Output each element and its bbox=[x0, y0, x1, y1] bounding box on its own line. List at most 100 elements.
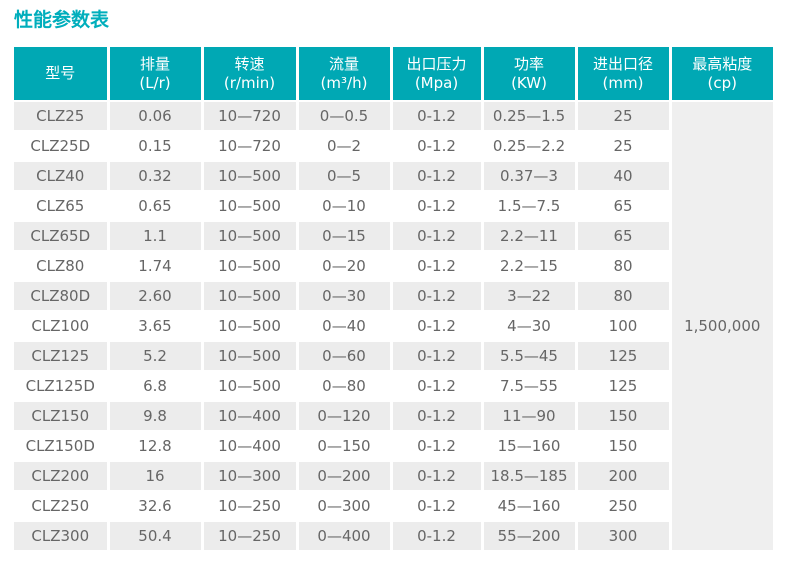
cell-power: 1.5—7.5 bbox=[482, 191, 578, 222]
column-header-power: 功率 (KW) bbox=[482, 47, 578, 102]
cell-flow: 0—200 bbox=[297, 461, 393, 492]
cell-power: 2.2—11 bbox=[482, 221, 578, 252]
cell-outlet-pressure: 0-1.2 bbox=[391, 341, 484, 372]
cell-displacement: 0.65 bbox=[108, 191, 204, 222]
column-header-displacement: 排量 (L/r) bbox=[108, 47, 204, 102]
cell-displacement: 50.4 bbox=[108, 521, 204, 552]
cell-flow: 0—10 bbox=[297, 191, 393, 222]
cell-displacement: 3.65 bbox=[108, 311, 204, 342]
cell-port-diameter: 150 bbox=[576, 431, 672, 462]
column-header-unit: (r/min) bbox=[223, 73, 276, 92]
table-row-clz80d: CLZ80D 2.60 10—500 0—30 0-1.2 3—22 80 bbox=[14, 281, 773, 312]
table-row-clz25d: CLZ25D 0.15 10—720 0—2 0-1.2 0.25—2.2 25 bbox=[14, 131, 773, 162]
cell-model: CLZ65D bbox=[14, 221, 110, 252]
cell-power: 2.2—15 bbox=[482, 251, 578, 282]
cell-model: CLZ125D bbox=[14, 371, 110, 402]
cell-outlet-pressure: 0-1.2 bbox=[391, 461, 484, 492]
cell-flow: 0—60 bbox=[297, 341, 393, 372]
cell-speed: 10—500 bbox=[202, 371, 299, 402]
cell-displacement: 9.8 bbox=[108, 401, 204, 432]
cell-flow: 0—5 bbox=[297, 161, 393, 192]
cell-displacement: 1.74 bbox=[108, 251, 204, 282]
column-header-max-viscosity: 最高粘度 (cp) bbox=[670, 47, 773, 102]
cell-speed: 10—500 bbox=[202, 191, 299, 222]
cell-outlet-pressure: 0-1.2 bbox=[391, 371, 484, 402]
column-header-unit: (cp) bbox=[707, 73, 737, 92]
cell-displacement: 0.15 bbox=[108, 131, 204, 162]
table-header-row: 型号 排量 (L/r) 转速 (r/min) 流量 (m³/h) 出口压力 (Mpa) 功率 (KW… bbox=[14, 47, 773, 102]
table-row-clz80: CLZ80 1.74 10—500 0—20 0-1.2 2.2—15 80 bbox=[14, 251, 773, 282]
cell-speed: 10—400 bbox=[202, 401, 299, 432]
table-row-clz25: CLZ25 0.06 10—720 0—0.5 0-1.2 0.25—1.5 25 1,500… bbox=[14, 101, 773, 552]
cell-outlet-pressure: 0-1.2 bbox=[391, 401, 484, 432]
column-header-unit: (KW) bbox=[511, 73, 547, 92]
cell-flow: 0—0.5 bbox=[297, 101, 393, 132]
column-header-port-diameter: 进出口径 (mm) bbox=[576, 47, 672, 102]
column-header-label: 型号 bbox=[45, 64, 76, 82]
cell-port-diameter: 125 bbox=[576, 341, 672, 372]
cell-outlet-pressure: 0-1.2 bbox=[391, 491, 484, 522]
cell-displacement: 0.06 bbox=[108, 101, 204, 132]
cell-speed: 10—720 bbox=[202, 131, 299, 162]
cell-max-viscosity-merged: 1,500,000 bbox=[670, 101, 773, 552]
cell-speed: 10—500 bbox=[202, 221, 299, 252]
cell-flow: 0—300 bbox=[297, 491, 393, 522]
column-header-label: 功率 bbox=[513, 54, 544, 73]
cell-power: 0.37—3 bbox=[482, 161, 578, 192]
column-header-speed: 转速 (r/min) bbox=[202, 47, 299, 102]
cell-port-diameter: 80 bbox=[576, 281, 672, 312]
cell-model: CLZ150 bbox=[14, 401, 110, 432]
cell-model: CLZ65 bbox=[14, 191, 110, 222]
cell-port-diameter: 125 bbox=[576, 371, 672, 402]
cell-model: CLZ80 bbox=[14, 251, 110, 282]
cell-displacement: 5.2 bbox=[108, 341, 204, 372]
cell-port-diameter: 80 bbox=[576, 251, 672, 282]
cell-speed: 10—500 bbox=[202, 281, 299, 312]
cell-outlet-pressure: 0-1.2 bbox=[391, 281, 484, 312]
cell-outlet-pressure: 0-1.2 bbox=[391, 311, 484, 342]
cell-model: CLZ250 bbox=[14, 491, 110, 522]
cell-port-diameter: 65 bbox=[576, 221, 672, 252]
cell-port-diameter: 25 bbox=[576, 131, 672, 162]
cell-model: CLZ25 bbox=[14, 101, 110, 132]
cell-power: 11—90 bbox=[482, 401, 578, 432]
cell-speed: 10—250 bbox=[202, 521, 299, 552]
table-row-clz150: CLZ150 9.8 10—400 0—120 0-1.2 11—90 150 bbox=[14, 401, 773, 432]
cell-model: CLZ125 bbox=[14, 341, 110, 372]
cell-power: 55—200 bbox=[482, 521, 578, 552]
cell-outlet-pressure: 0-1.2 bbox=[391, 161, 484, 192]
cell-port-diameter: 25 bbox=[576, 101, 672, 132]
cell-power: 0.25—1.5 bbox=[482, 101, 578, 132]
cell-model: CLZ200 bbox=[14, 461, 110, 492]
cell-power: 3—22 bbox=[482, 281, 578, 312]
table-row-clz125d: CLZ125D 6.8 10—500 0—80 0-1.2 7.5—55 125 bbox=[14, 371, 773, 402]
cell-power: 0.25—2.2 bbox=[482, 131, 578, 162]
table-row-clz300: CLZ300 50.4 10—250 0—400 0-1.2 55—200 300 bbox=[14, 521, 773, 552]
cell-outlet-pressure: 0-1.2 bbox=[391, 131, 484, 162]
column-header-unit: (m³/h) bbox=[320, 73, 368, 92]
table-row-clz125: CLZ125 5.2 10—500 0—60 0-1.2 5.5—45 125 bbox=[14, 341, 773, 372]
cell-flow: 0—2 bbox=[297, 131, 393, 162]
cell-speed: 10—500 bbox=[202, 311, 299, 342]
cell-speed: 10—500 bbox=[202, 341, 299, 372]
column-header-label: 流量 bbox=[328, 54, 359, 73]
cell-power: 7.5—55 bbox=[482, 371, 578, 402]
cell-port-diameter: 150 bbox=[576, 401, 672, 432]
cell-speed: 10—300 bbox=[202, 461, 299, 492]
cell-power: 15—160 bbox=[482, 431, 578, 462]
cell-port-diameter: 200 bbox=[576, 461, 672, 492]
cell-flow: 0—20 bbox=[297, 251, 393, 282]
page-title: 性能参数表 bbox=[14, 9, 110, 31]
cell-displacement: 6.8 bbox=[108, 371, 204, 402]
cell-port-diameter: 250 bbox=[576, 491, 672, 522]
table-row-clz65: CLZ65 0.65 10—500 0—10 0-1.2 1.5—7.5 65 bbox=[14, 191, 773, 222]
table-row-clz40: CLZ40 0.32 10—500 0—5 0-1.2 0.37—3 40 bbox=[14, 161, 773, 192]
cell-flow: 0—15 bbox=[297, 221, 393, 252]
cell-port-diameter: 40 bbox=[576, 161, 672, 192]
cell-speed: 10—500 bbox=[202, 161, 299, 192]
column-header-unit: (L/r) bbox=[139, 73, 171, 92]
cell-displacement: 0.32 bbox=[108, 161, 204, 192]
cell-model: CLZ100 bbox=[14, 311, 110, 342]
cell-power: 45—160 bbox=[482, 491, 578, 522]
column-header-label: 出口压力 bbox=[406, 54, 467, 73]
